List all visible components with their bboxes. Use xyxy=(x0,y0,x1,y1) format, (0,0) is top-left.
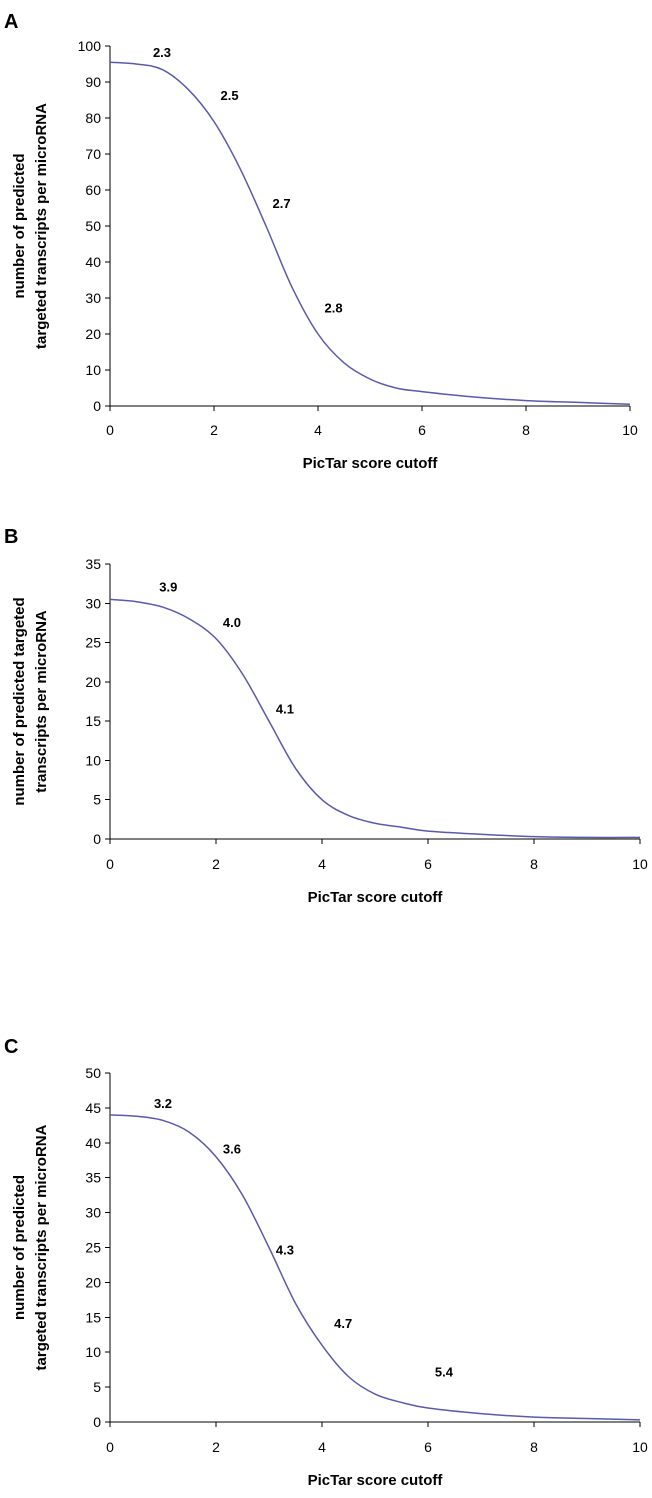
data-label: 4.7 xyxy=(334,1316,352,1331)
y-tick-label: 10 xyxy=(85,1344,101,1360)
x-axis-label: PicTar score cutoff xyxy=(303,455,439,472)
y-tick-label: 15 xyxy=(85,713,101,729)
y-tick-label: 35 xyxy=(85,1170,101,1186)
panel-letter: C xyxy=(4,1036,18,1058)
data-label: 4.3 xyxy=(276,1242,294,1257)
x-tick-label: 0 xyxy=(106,1439,114,1455)
y-tick-label: 5 xyxy=(93,1379,101,1395)
y-tick-label: 10 xyxy=(85,752,101,768)
data-label: 3.6 xyxy=(223,1141,241,1156)
data-label: 3.2 xyxy=(154,1096,172,1111)
y-tick-label: 30 xyxy=(85,1205,101,1221)
y-axis-label: number of predicted xyxy=(11,1175,28,1320)
y-tick-label: 35 xyxy=(85,556,101,572)
data-label: 2.3 xyxy=(153,45,171,60)
y-axis-label: number of predicted targeted xyxy=(11,597,28,805)
y-tick-label: 40 xyxy=(85,1135,101,1151)
x-tick-label: 2 xyxy=(210,422,218,438)
y-tick-label: 10 xyxy=(85,362,101,378)
y-tick-label: 5 xyxy=(93,792,101,808)
x-tick-label: 6 xyxy=(418,422,426,438)
y-tick-label: 20 xyxy=(85,1274,101,1290)
y-tick-label: 70 xyxy=(85,146,101,162)
y-tick-label: 90 xyxy=(85,74,101,90)
x-tick-label: 0 xyxy=(106,422,114,438)
y-tick-label: 20 xyxy=(85,326,101,342)
y-tick-label: 50 xyxy=(85,1065,101,1081)
panel-letter: A xyxy=(4,11,18,33)
x-tick-label: 8 xyxy=(530,1439,538,1455)
y-axis-label: targeted transcripts per microRNA xyxy=(33,1124,50,1370)
series-line xyxy=(109,61,631,405)
y-tick-label: 45 xyxy=(85,1100,101,1116)
x-tick-label: 6 xyxy=(424,1439,432,1455)
y-tick-label: 25 xyxy=(85,1240,101,1256)
data-label: 4.0 xyxy=(223,615,241,630)
chart-panel-c: C 0 5 10 15 20 25 30 35 40 45 50 0 2 4 6 8 10 PicTar score… xyxy=(4,1036,648,1489)
y-tick-label: 0 xyxy=(93,1414,101,1430)
x-axis-label: PicTar score cutoff xyxy=(308,1472,444,1489)
x-tick-label: 0 xyxy=(106,856,114,872)
data-label: 2.7 xyxy=(273,196,291,211)
y-tick-label: 0 xyxy=(93,831,101,847)
panel-letter: B xyxy=(4,526,18,548)
data-label: 4.1 xyxy=(276,701,294,716)
y-tick-label: 20 xyxy=(85,674,101,690)
data-label: 5.4 xyxy=(435,1365,454,1380)
x-tick-label: 8 xyxy=(530,856,538,872)
y-tick-label: 100 xyxy=(78,38,102,54)
chart-panel-b: B 0 5 10 15 20 25 30 35 0 2 4 6 8 10 PicTar score cutof… xyxy=(4,526,648,906)
y-tick-label: 80 xyxy=(85,110,101,126)
y-tick-label: 0 xyxy=(93,398,101,414)
y-axis-label: transcripts per microRNA xyxy=(33,610,50,793)
x-tick-label: 10 xyxy=(632,1439,648,1455)
data-label: 3.9 xyxy=(159,580,177,595)
series-line xyxy=(109,598,641,839)
y-tick-label: 15 xyxy=(85,1309,101,1325)
x-tick-label: 4 xyxy=(318,856,326,872)
data-label: 2.8 xyxy=(325,300,343,315)
y-tick-label: 50 xyxy=(85,218,101,234)
x-tick-label: 8 xyxy=(522,422,530,438)
x-axis-label: PicTar score cutoff xyxy=(308,889,444,906)
series-line xyxy=(109,1114,641,1421)
x-tick-label: 4 xyxy=(314,422,322,438)
y-tick-label: 25 xyxy=(85,635,101,651)
y-tick-label: 40 xyxy=(85,254,101,270)
x-tick-label: 10 xyxy=(622,422,638,438)
chart-panel-a: A 0 10 20 30 40 50 60 70 80 90 100 0 2 4 6 8 10 PicTar sco… xyxy=(4,11,638,472)
y-tick-label: 60 xyxy=(85,182,101,198)
x-tick-label: 10 xyxy=(632,856,648,872)
y-axis-label: number of predicted xyxy=(11,153,28,298)
x-tick-label: 6 xyxy=(424,856,432,872)
data-label: 2.5 xyxy=(221,88,239,103)
y-tick-label: 30 xyxy=(85,595,101,611)
y-axis-label: targeted transcripts per microRNA xyxy=(33,103,50,349)
x-tick-label: 4 xyxy=(318,1439,326,1455)
x-tick-label: 2 xyxy=(212,1439,220,1455)
y-tick-label: 30 xyxy=(85,290,101,306)
x-tick-label: 2 xyxy=(212,856,220,872)
